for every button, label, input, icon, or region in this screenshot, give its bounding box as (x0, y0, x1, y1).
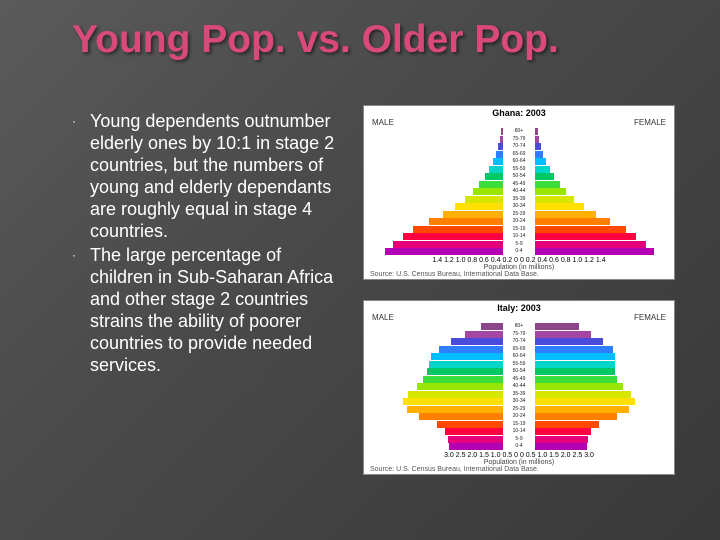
bullet-text: Young dependents outnumber elderly ones … (90, 110, 337, 242)
chart-title: Ghana: 2003 (364, 106, 674, 118)
pyramid-bars: 80+75-7970-7465-6960-6455-5950-5445-4940… (374, 128, 664, 256)
axis-label: Population (in millions) (364, 264, 674, 271)
bullet-item: · The large percentage of children in Su… (72, 244, 337, 376)
bullet-text: The large percentage of children in Sub-… (90, 244, 337, 376)
slide-title: Young Pop. vs. Older Pop. (72, 18, 559, 62)
pyramid-chart-italy: Italy: 2003 MALE FEMALE 80+75-7970-7465-… (363, 300, 675, 475)
chart-gender-labels: MALE FEMALE (364, 313, 674, 322)
chart-title: Italy: 2003 (364, 301, 674, 313)
pyramid-chart-ghana: Ghana: 2003 MALE FEMALE 80+75-7970-7465-… (363, 105, 675, 280)
pyramid-bars: 80+75-7970-7465-6960-6455-5950-5445-4940… (374, 323, 664, 451)
male-label: MALE (372, 118, 394, 127)
age-labels: 80+75-7970-7465-6960-6455-5950-5445-4940… (503, 323, 535, 451)
female-label: FEMALE (634, 313, 666, 322)
female-label: FEMALE (634, 118, 666, 127)
chart-source: Source: U.S. Census Bureau, Internationa… (364, 466, 674, 473)
chart-gender-labels: MALE FEMALE (364, 118, 674, 127)
male-label: MALE (372, 313, 394, 322)
bullet-marker: · (72, 244, 90, 376)
chart-source: Source: U.S. Census Bureau, Internationa… (364, 271, 674, 278)
bullet-item: · Young dependents outnumber elderly one… (72, 110, 337, 242)
age-labels: 80+75-7970-7465-6960-6455-5950-5445-4940… (503, 128, 535, 256)
axis-ticks: 3.0 2.5 2.0 1.5 1.0 0.5 0 0 0.5 1.0 1.5 … (364, 452, 674, 459)
bullet-marker: · (72, 110, 90, 242)
bullet-list: · Young dependents outnumber elderly one… (72, 110, 337, 378)
axis-label: Population (in millions) (364, 459, 674, 466)
axis-ticks: 1.4 1.2 1.0 0.8 0.6 0.4 0.2 0 0 0.2 0.4 … (364, 257, 674, 264)
